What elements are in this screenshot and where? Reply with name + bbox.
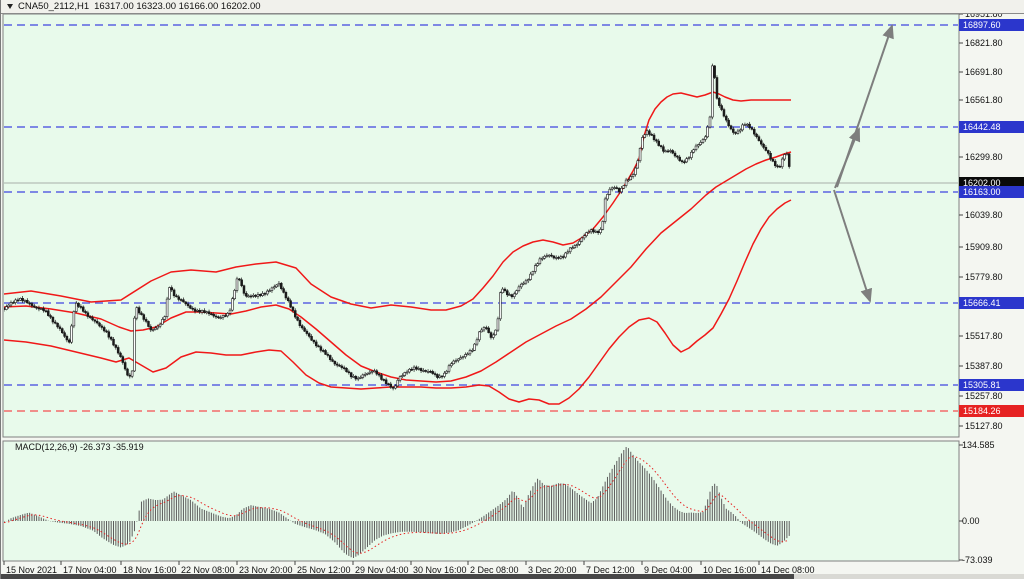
time-axis-tick: 18 Nov 16:00 bbox=[123, 565, 177, 575]
price-axis-tick: 16561.80 bbox=[965, 95, 1003, 105]
chart-title-bar: CNA50_2112,H1 16317.00 16323.00 16166.00… bbox=[1, 0, 1024, 14]
macd-signal-line bbox=[4, 456, 790, 554]
price-axis-tick: 15387.80 bbox=[965, 361, 1003, 371]
time-axis-tick: 23 Nov 20:00 bbox=[239, 565, 293, 575]
macd-axis-tick: -73.039 bbox=[962, 555, 993, 565]
chart-dropdown-icon[interactable] bbox=[7, 4, 13, 9]
macd-axis-tick: 134.585 bbox=[962, 440, 995, 450]
price-axis-tick: 15909.80 bbox=[965, 242, 1003, 252]
price-level-badge: 16442.48 bbox=[959, 121, 1024, 133]
level-lines bbox=[4, 24, 958, 412]
time-axis-tick: 29 Nov 04:00 bbox=[355, 565, 409, 575]
projection-arrow bbox=[833, 189, 873, 303]
price-axis-tick: 15779.80 bbox=[965, 272, 1003, 282]
price-axis-tick: 16951.80 bbox=[965, 9, 1003, 19]
bottom-scroll-thumb[interactable] bbox=[794, 574, 1024, 579]
price-axis-tick: 15517.80 bbox=[965, 331, 1003, 341]
candlesticks bbox=[4, 63, 791, 391]
time-axis-tick: 2 Dec 08:00 bbox=[470, 565, 519, 575]
bollinger-middle-band bbox=[4, 151, 792, 383]
projection-arrow bbox=[834, 127, 861, 189]
price-level-badge: 15184.26 bbox=[959, 405, 1024, 417]
chart-symbol-timeframe: CNA50_2112,H1 bbox=[18, 1, 90, 12]
time-axis-tick: 30 Nov 16:00 bbox=[413, 565, 467, 575]
time-axis-tick: 14 Dec 08:00 bbox=[761, 565, 815, 575]
time-axis-tick: 25 Nov 12:00 bbox=[297, 565, 351, 575]
bollinger-lower-band bbox=[4, 199, 792, 405]
time-axis-tick: 10 Dec 16:00 bbox=[703, 565, 757, 575]
macd-histogram bbox=[4, 447, 790, 558]
price-level-badge: 15666.41 bbox=[959, 297, 1024, 309]
macd-pane[interactable] bbox=[4, 447, 790, 558]
price-level-badge: 16163.00 bbox=[959, 186, 1024, 198]
time-axis-tick: 17 Nov 04:00 bbox=[63, 565, 117, 575]
bottom-scroll-track[interactable] bbox=[1, 574, 794, 579]
price-axis-tick: 16039.80 bbox=[965, 210, 1003, 220]
time-axis-tick: 22 Nov 08:00 bbox=[181, 565, 235, 575]
time-axis-tick: 3 Dec 20:00 bbox=[528, 565, 577, 575]
macd-axis-tick: 0.00 bbox=[962, 516, 980, 526]
price-axis-tick: 16821.80 bbox=[965, 38, 1003, 48]
price-level-badge: 16897.60 bbox=[959, 19, 1024, 31]
price-level-badge: 15305.81 bbox=[959, 379, 1024, 391]
time-axis-tick: 15 Nov 2021 bbox=[6, 565, 58, 575]
price-axis-tick: 15257.80 bbox=[965, 391, 1003, 401]
main-pane[interactable] bbox=[3, 24, 958, 412]
bollinger-upper-band bbox=[4, 91, 791, 311]
macd-indicator-label: MACD(12,26,9) -26.373 -35.919 bbox=[15, 442, 144, 452]
price-axis-tick: 16691.80 bbox=[965, 67, 1003, 77]
time-axis-tick: 9 Dec 04:00 bbox=[644, 565, 693, 575]
chart-ohlc-values: 16317.00 16323.00 16166.00 16202.00 bbox=[94, 1, 261, 12]
bollinger-bands bbox=[4, 91, 792, 405]
trend-arrows[interactable] bbox=[833, 24, 894, 303]
price-axis-tick: 16299.80 bbox=[965, 152, 1003, 162]
time-axis-tick: 7 Dec 12:00 bbox=[586, 565, 635, 575]
price-axis-tick: 15127.80 bbox=[965, 421, 1003, 431]
